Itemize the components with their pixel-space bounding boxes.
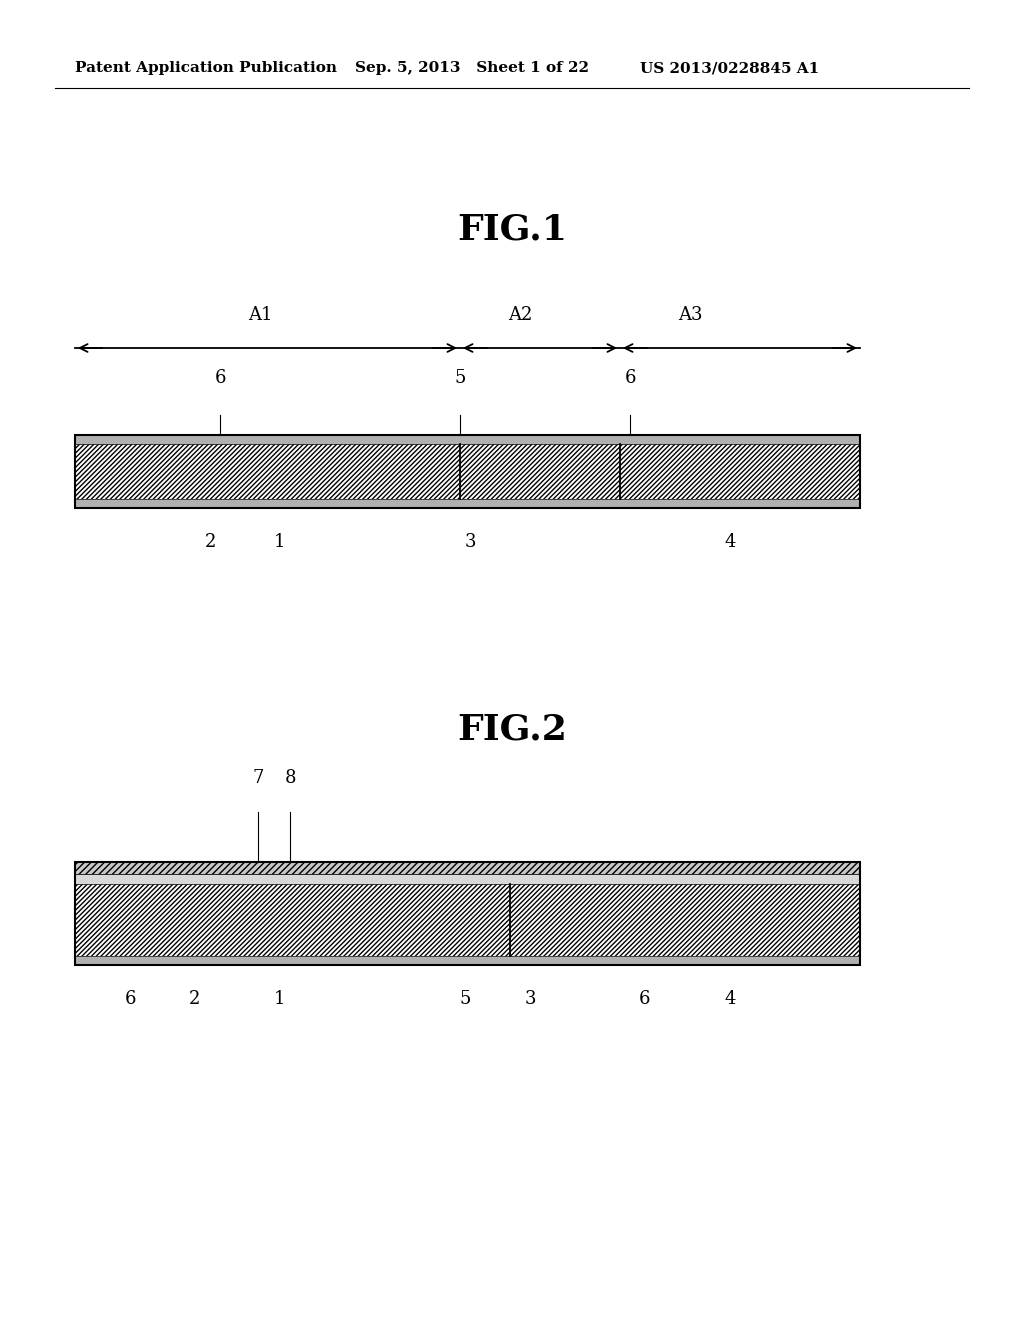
Text: A2: A2 [508, 306, 532, 323]
Text: A3: A3 [678, 306, 702, 323]
Text: 3: 3 [464, 533, 476, 550]
Text: 4: 4 [724, 990, 735, 1008]
Text: A1: A1 [248, 306, 272, 323]
Bar [75, 444, 860, 499]
Text: 7: 7 [252, 770, 264, 787]
Text: FIG.1: FIG.1 [457, 213, 567, 247]
Text: 3: 3 [524, 990, 536, 1008]
Text: 4: 4 [724, 533, 735, 550]
Bar [75, 444, 860, 499]
Text: 1: 1 [274, 533, 286, 550]
Text: 2: 2 [189, 990, 201, 1008]
Bar [75, 956, 860, 965]
Bar [75, 884, 860, 956]
Bar [75, 436, 860, 508]
Bar [75, 499, 860, 508]
Text: 6: 6 [124, 990, 136, 1008]
Text: 5: 5 [455, 370, 466, 387]
Bar [75, 874, 860, 884]
Text: 6: 6 [639, 990, 650, 1008]
Text: 1: 1 [274, 990, 286, 1008]
Bar [75, 862, 860, 965]
Text: 6: 6 [214, 370, 225, 387]
Text: US 2013/0228845 A1: US 2013/0228845 A1 [640, 61, 819, 75]
Text: 6: 6 [625, 370, 636, 387]
Text: FIG.2: FIG.2 [457, 713, 567, 747]
Text: Sep. 5, 2013   Sheet 1 of 22: Sep. 5, 2013 Sheet 1 of 22 [355, 61, 589, 75]
Bar [75, 862, 860, 874]
Text: 8: 8 [285, 770, 296, 787]
Bar [75, 436, 860, 444]
Text: 2: 2 [205, 533, 216, 550]
Text: 5: 5 [460, 990, 471, 1008]
Text: Patent Application Publication: Patent Application Publication [75, 61, 337, 75]
Bar [75, 884, 860, 956]
